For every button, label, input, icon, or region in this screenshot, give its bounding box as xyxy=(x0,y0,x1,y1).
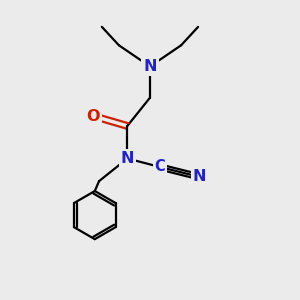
Text: C: C xyxy=(154,160,165,175)
Text: O: O xyxy=(87,109,100,124)
Text: N: N xyxy=(121,151,134,166)
Text: N: N xyxy=(143,59,157,74)
Text: N: N xyxy=(193,169,206,184)
